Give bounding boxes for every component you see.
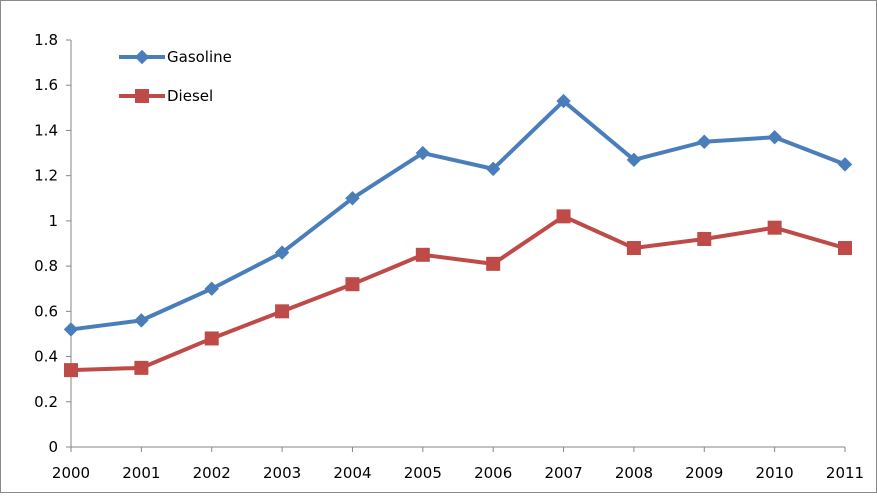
gasoline-point [274, 245, 290, 260]
diesel-point [838, 241, 852, 256]
x-tick-label: 2010 [756, 464, 794, 482]
x-tick-label: 2008 [615, 464, 653, 482]
y-tick-label: 0 [48, 438, 58, 456]
y-tick-label: 0.2 [34, 393, 58, 411]
diesel-point [345, 277, 360, 292]
x-tick-label: 2003 [263, 464, 301, 482]
gasoline-point [134, 313, 149, 328]
gasoline-point [485, 161, 501, 177]
gasoline-point [767, 130, 782, 145]
gasoline-point [345, 191, 360, 206]
legend-item-gasoline: Gasoline [119, 48, 232, 66]
diesel-point [767, 220, 782, 235]
x-tick-label: 2000 [52, 464, 90, 482]
diesel-point [204, 331, 219, 346]
gasoline-point [204, 281, 219, 296]
x-tick-label: 2005 [404, 464, 442, 482]
diesel-line [70, 214, 846, 373]
diesel-point [697, 231, 712, 246]
gasoline-point [63, 322, 79, 337]
x-tick-label: 2001 [122, 464, 160, 482]
series-diesel [64, 209, 852, 378]
series-gasoline [63, 93, 853, 337]
x-tick-label: 2006 [474, 464, 512, 482]
y-tick-label: 0.8 [34, 257, 58, 275]
legend-gasoline-label: Gasoline [167, 48, 232, 66]
y-tick-label: 1.6 [34, 76, 58, 94]
x-tick-label: 2007 [544, 464, 582, 482]
diesel-point [486, 256, 501, 271]
gasoline-line [70, 99, 846, 332]
y-tick-label: 0.4 [34, 348, 58, 366]
gasoline-point [626, 152, 642, 168]
x-tick-label: 2004 [333, 464, 371, 482]
x-tick-label: 2002 [193, 464, 231, 482]
y-tick-label: 1.2 [34, 167, 58, 185]
y-tick-label: 1.8 [34, 31, 58, 49]
diesel-point [275, 304, 290, 319]
y-tick-label: 0.6 [34, 302, 58, 320]
y-tick-label: 1.4 [34, 121, 58, 139]
x-tick-label: 2009 [685, 464, 723, 482]
legend-gasoline-marker [134, 49, 150, 65]
axes: 0 0.2 0.4 0.6 0.8 1 1.2 1.4 1.6 1.8 2000 2001 2002 20… [34, 31, 864, 482]
diesel-point [626, 241, 641, 256]
legend: Gasoline Diesel [119, 48, 232, 105]
gasoline-point [556, 93, 571, 109]
gasoline-point [697, 134, 712, 149]
gasoline-point [415, 145, 431, 161]
series-layer [63, 93, 853, 378]
x-tick-label: 2011 [826, 464, 864, 482]
y-tick-label: 1 [48, 212, 58, 230]
legend-diesel-label: Diesel [167, 87, 213, 105]
legend-diesel-marker [135, 89, 149, 103]
gasoline-point [837, 157, 853, 172]
legend-item-diesel: Diesel [119, 87, 213, 105]
diesel-point [134, 360, 149, 375]
diesel-point [64, 363, 78, 378]
diesel-point [415, 247, 430, 262]
diesel-point [556, 209, 571, 224]
